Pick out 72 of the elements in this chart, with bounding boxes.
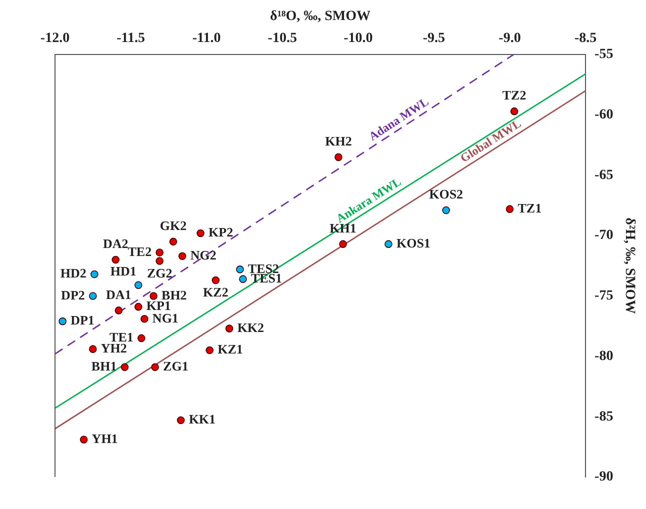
point [236, 266, 244, 274]
annotation: DA1 [106, 286, 132, 302]
annotation: KK2 [237, 320, 264, 335]
annotation: NG2 [190, 248, 216, 263]
point [134, 281, 142, 290]
annotation: GK2 [160, 218, 187, 234]
point [58, 317, 66, 326]
y-tick-label: -75 [594, 288, 614, 304]
annotation: KP2 [208, 224, 234, 240]
x-tick-label: -9.5 [422, 30, 446, 46]
point [334, 153, 342, 162]
annotation: DP1 [70, 312, 94, 328]
point [212, 276, 220, 284]
point [442, 206, 450, 214]
x-tick-label: -9.0 [498, 30, 521, 46]
y-tick-label: -85 [594, 409, 614, 424]
x-axis-title: δ¹⁸O, ‰, SMOW [270, 9, 370, 24]
point [176, 416, 185, 424]
x-tick-label: -10.0 [344, 30, 373, 46]
annotation: ZG2 [146, 265, 172, 280]
point [88, 292, 97, 300]
annotation: KOS2 [429, 186, 464, 202]
point [506, 205, 514, 213]
y-tick-label: -65 [594, 168, 614, 183]
point [510, 107, 518, 116]
point [88, 345, 97, 353]
annotation: KOS1 [396, 235, 430, 250]
y-tick-label: -70 [594, 228, 614, 244]
annotation: TZ2 [502, 88, 526, 103]
point [120, 363, 129, 372]
annotation: HD1 [110, 263, 136, 278]
point [196, 229, 204, 238]
point [384, 240, 392, 248]
x-tick-label: -8.5 [574, 30, 597, 46]
point [90, 270, 98, 278]
y-tick-label: -55 [594, 47, 614, 62]
point [156, 257, 164, 265]
y-axis-title: δ²H, ‰, SMOW [622, 218, 637, 314]
point [150, 292, 158, 300]
y-tick-label: -80 [594, 348, 614, 364]
point [114, 306, 123, 314]
point [80, 436, 88, 444]
annotation: BH1 [91, 358, 117, 374]
annotation: TE2 [128, 244, 152, 259]
point [138, 334, 146, 342]
annotation: KZ1 [218, 342, 243, 357]
point [156, 248, 164, 256]
annotation: KK1 [188, 412, 216, 427]
annotation: ZG1 [163, 358, 188, 374]
x-tick-label: -11.5 [116, 30, 145, 46]
point [239, 275, 247, 283]
point [206, 346, 214, 354]
annotation: KH2 [325, 134, 352, 149]
y-tick-label: -60 [594, 108, 614, 123]
x-tick-label: -10.5 [268, 30, 297, 46]
annotation: DP2 [61, 287, 85, 302]
x-tick-label: -11.0 [192, 30, 221, 46]
point [178, 252, 186, 260]
point [225, 324, 234, 332]
x-tick-label: -12.0 [40, 30, 70, 46]
annotation: TZ1 [518, 200, 542, 216]
y-tick-label: -90 [594, 470, 614, 485]
annotation: DA2 [102, 236, 128, 252]
annotation: KZ2 [203, 284, 228, 300]
annotation: HD2 [60, 266, 86, 281]
point [339, 240, 347, 248]
point [169, 238, 178, 246]
point [140, 315, 148, 323]
annotation: YH1 [92, 430, 118, 446]
point [112, 256, 120, 264]
point [151, 363, 159, 372]
point [134, 302, 142, 311]
